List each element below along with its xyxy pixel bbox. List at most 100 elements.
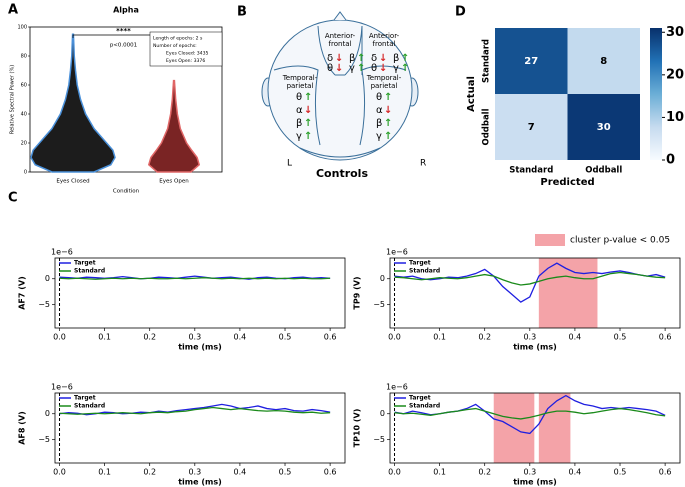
y-tick-label: −5 xyxy=(373,435,385,444)
x-tick-label: 0.2 xyxy=(143,333,156,342)
cell-label: 8 xyxy=(600,56,607,67)
heatmap-cell xyxy=(567,94,640,160)
legend-label: Target xyxy=(74,260,96,267)
side-label: L xyxy=(287,159,292,169)
annotation-line: Eyes Closed: 3435 xyxy=(166,51,209,57)
line xyxy=(394,407,666,420)
x-tick-label: 0.1 xyxy=(433,333,446,342)
band-symbol: θ xyxy=(376,92,382,103)
x-axis-label: Predicted xyxy=(540,177,594,188)
violin xyxy=(147,79,201,173)
plot-frame xyxy=(389,257,681,329)
band-arrow: ↑ xyxy=(304,118,312,129)
line xyxy=(59,403,331,416)
legend-label: Target xyxy=(409,395,431,402)
x-tick-label: 0.6 xyxy=(659,468,672,477)
cell-label: 7 xyxy=(528,122,535,133)
annotation-line: Length of epochs: 2 s xyxy=(153,36,203,42)
scale-label: 1e−6 xyxy=(386,383,408,392)
y-tick-label: 0 xyxy=(380,274,385,283)
p-value: p<0.0001 xyxy=(110,43,137,49)
y-tick-label: 20 xyxy=(21,141,27,147)
line xyxy=(394,262,666,303)
y-axis-label: TP9 (V) xyxy=(353,276,362,309)
y-tick-label: 40 xyxy=(21,112,27,118)
band-symbol: δ xyxy=(327,53,333,64)
region-lines xyxy=(273,65,407,146)
band-arrow: ↑ xyxy=(384,92,392,103)
region-label: parietal xyxy=(287,82,314,90)
x-tick-label: 0.4 xyxy=(569,468,582,477)
colorbar-tick-label: 0 xyxy=(666,153,675,168)
x-axis-label: Condition xyxy=(113,189,140,195)
x-tick-label: 0.2 xyxy=(478,468,491,477)
y-axis-label: Relative Spectral Power (%) xyxy=(10,65,16,134)
band-symbol: θ xyxy=(327,63,333,74)
significance-stars: **** xyxy=(116,27,131,35)
x-tick-label: 0.3 xyxy=(188,333,201,342)
x-tick-label: 0.3 xyxy=(523,468,536,477)
x-tick-label: 0.0 xyxy=(53,468,66,477)
x-axis-label: time (ms) xyxy=(178,343,222,352)
line xyxy=(59,406,331,415)
region-label: frontal xyxy=(329,40,352,48)
x-tick-label: 0.5 xyxy=(614,333,627,342)
scale-label: 1e−6 xyxy=(386,248,408,257)
chart-title: Alpha xyxy=(113,6,139,15)
band-symbol: β xyxy=(376,118,382,129)
annotation-line: Number of epochs: xyxy=(153,43,197,49)
legend-label: Standard xyxy=(74,268,105,275)
band-arrow: ↑ xyxy=(384,131,392,142)
y-tick-label: −5 xyxy=(373,300,385,309)
band-symbol: γ xyxy=(349,63,355,74)
x-tick-label: 0.4 xyxy=(569,333,582,342)
cell-label: 27 xyxy=(524,56,538,67)
y-tick-label: −5 xyxy=(38,435,50,444)
x-tick-label: 0.1 xyxy=(98,333,111,342)
x-tick-label: 0.6 xyxy=(324,333,337,342)
band-arrow: ↓ xyxy=(304,105,312,116)
y-tick-label: 60 xyxy=(21,83,27,89)
heatmap-cell xyxy=(567,28,640,94)
x-tick-label: 0.4 xyxy=(234,468,247,477)
band-arrow: ↑ xyxy=(304,131,312,142)
colorbar-tick-label: 30 xyxy=(666,25,684,40)
panel-label: B xyxy=(237,5,247,20)
cluster-legend-swatch xyxy=(535,234,565,246)
region-label: Anterior- xyxy=(325,32,356,40)
x-tick-label: Eyes Closed xyxy=(56,179,89,185)
band-arrow: ↑ xyxy=(357,53,365,64)
legend-label: Standard xyxy=(409,403,440,410)
region-lines xyxy=(317,25,363,76)
legend-label: Standard xyxy=(74,403,105,410)
heatmap-cell xyxy=(495,94,568,160)
heatmap-cell xyxy=(495,28,568,94)
band-symbol: γ xyxy=(296,131,302,142)
cluster-span xyxy=(538,393,571,463)
head-diagram xyxy=(261,11,419,161)
y-tick-label: 0 xyxy=(45,409,50,418)
violin xyxy=(30,33,116,173)
annotation-box xyxy=(149,31,223,67)
nose xyxy=(333,11,347,21)
x-tick-label: 0.2 xyxy=(143,468,156,477)
region-lines xyxy=(299,147,381,158)
x-tick-label: 0.5 xyxy=(614,468,627,477)
band-symbol: β xyxy=(393,53,399,64)
y-tick-label: Oddball xyxy=(482,108,492,145)
plot-frame xyxy=(29,26,223,173)
band-arrow: ↓ xyxy=(335,53,343,64)
band-arrow: ↑ xyxy=(357,63,365,74)
x-tick-label: 0.4 xyxy=(234,333,247,342)
x-tick-label: Eyes Open xyxy=(159,179,189,185)
x-tick-label: Oddball xyxy=(585,166,622,176)
cell-label: 30 xyxy=(597,122,611,133)
legend-label: Target xyxy=(74,395,96,402)
region-label: frontal xyxy=(373,40,396,48)
y-tick-label: 0 xyxy=(24,170,27,176)
y-tick-label: −5 xyxy=(38,300,50,309)
scale-label: 1e−6 xyxy=(51,248,73,257)
band-symbol: γ xyxy=(393,63,399,74)
line xyxy=(59,277,331,280)
